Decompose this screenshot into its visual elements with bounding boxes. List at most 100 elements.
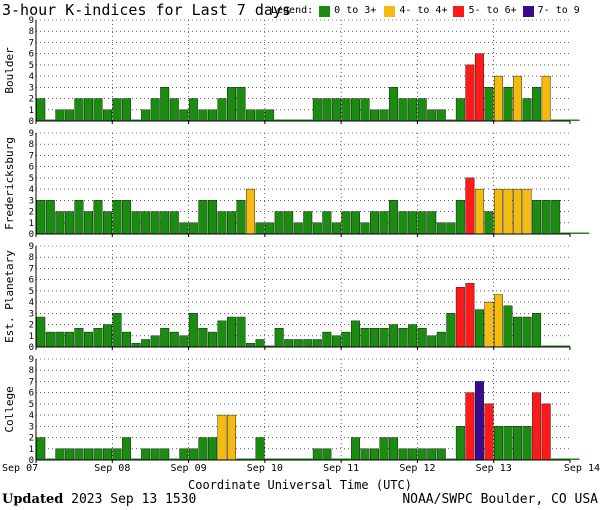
- k-bar: [522, 426, 532, 461]
- x-tick-label: Sep 14: [564, 463, 600, 474]
- k-bar: [513, 316, 523, 348]
- k-bar: [560, 119, 570, 121]
- k-bar: [522, 188, 532, 235]
- k-bar: [150, 335, 160, 348]
- k-bar: [169, 458, 180, 460]
- y-tick-label: 7: [29, 151, 34, 161]
- k-bar: [322, 448, 332, 461]
- k-bar: [474, 53, 484, 122]
- k-bar: [312, 222, 322, 235]
- k-bar: [427, 448, 437, 461]
- k-bar: [188, 98, 198, 122]
- k-bar: [264, 345, 275, 347]
- y-tick-label: 7: [29, 264, 34, 274]
- k-bar: [312, 448, 322, 461]
- k-bar: [93, 448, 103, 461]
- k-bar: [370, 211, 379, 235]
- k-bar: [322, 331, 332, 348]
- k-bar: [103, 448, 112, 461]
- y-tick-label: 6: [29, 276, 34, 286]
- k-bar: [74, 448, 84, 461]
- k-bar: [45, 200, 55, 235]
- k-bar: [36, 437, 46, 461]
- k-bar: [303, 119, 313, 121]
- k-bar: [74, 328, 84, 348]
- k-bar: [179, 222, 189, 235]
- k-bar: [474, 309, 484, 348]
- y-tick-label: 2: [29, 208, 34, 218]
- y-tick-label: 6: [29, 50, 34, 60]
- k-bar: [579, 232, 590, 234]
- k-bar: [532, 87, 542, 122]
- k-bar: [303, 458, 313, 460]
- k-bar: [541, 345, 551, 347]
- legend-label-storm: 5- to 6+: [468, 5, 517, 16]
- k-bar: [122, 98, 132, 122]
- k-bar: [274, 211, 284, 235]
- k-bar: [160, 448, 170, 461]
- k-bar: [141, 109, 151, 122]
- k-bar: [331, 98, 341, 122]
- k-bar: [274, 328, 284, 348]
- k-bar: [379, 437, 389, 461]
- k-bar: [484, 87, 494, 122]
- updated-value: 2023 Sep 13 1530: [71, 492, 197, 507]
- k-bar: [331, 222, 341, 235]
- k-bar: [503, 305, 513, 348]
- y-tick-label: 0: [29, 456, 34, 466]
- y-tick-label: 3: [29, 83, 34, 93]
- k-bar: [503, 426, 513, 461]
- y-tick-label: 5: [29, 61, 34, 71]
- k-bar: [465, 64, 475, 122]
- y-tick-label: 9: [29, 242, 34, 252]
- k-bar: [455, 426, 465, 461]
- k-bar: [122, 331, 132, 348]
- k-bar: [236, 87, 246, 122]
- k-bar: [83, 331, 93, 348]
- k-bar: [532, 392, 542, 461]
- k-bar: [303, 339, 313, 348]
- k-bar: [360, 98, 370, 122]
- panel-label: Fredericksburg: [3, 137, 16, 230]
- k-bar: [284, 211, 294, 235]
- y-tick-label: 6: [29, 389, 34, 399]
- k-bar: [179, 109, 189, 122]
- k-bar: [55, 331, 65, 348]
- k-bar: [350, 320, 360, 348]
- k-bar: [417, 211, 427, 235]
- y-tick-label: 5: [29, 400, 34, 410]
- k-bar: [141, 211, 151, 235]
- k-bar: [550, 345, 561, 347]
- y-tick-label: 6: [29, 163, 34, 173]
- k-bar: [389, 324, 399, 348]
- y-tick-label: 1: [29, 106, 34, 116]
- k-bar: [83, 98, 93, 122]
- k-bar: [141, 448, 151, 461]
- k-bar: [150, 98, 160, 122]
- y-tick-label: 3: [29, 196, 34, 206]
- k-bar: [370, 448, 379, 461]
- k-bar: [379, 109, 389, 122]
- k-bar: [103, 211, 112, 235]
- k-bar: [570, 119, 580, 121]
- k-bar: [370, 109, 379, 122]
- x-tick-label: Sep 12: [399, 463, 435, 474]
- k-bar: [312, 98, 322, 122]
- k-bar: [513, 426, 523, 461]
- panel-label: College: [3, 386, 16, 432]
- k-bar: [398, 211, 408, 235]
- k-bar: [360, 328, 370, 348]
- k-bar: [122, 437, 132, 461]
- k-bar: [550, 458, 561, 460]
- k-bar: [179, 448, 189, 461]
- y-tick-label: 4: [29, 185, 34, 195]
- legend-label-active: 4- to 4+: [399, 5, 448, 16]
- y-tick-label: 3: [29, 309, 34, 319]
- y-tick-label: 0: [29, 343, 34, 353]
- k-bar: [36, 316, 46, 348]
- k-bar: [341, 458, 351, 460]
- k-bar: [150, 211, 160, 235]
- k-bar: [455, 286, 465, 348]
